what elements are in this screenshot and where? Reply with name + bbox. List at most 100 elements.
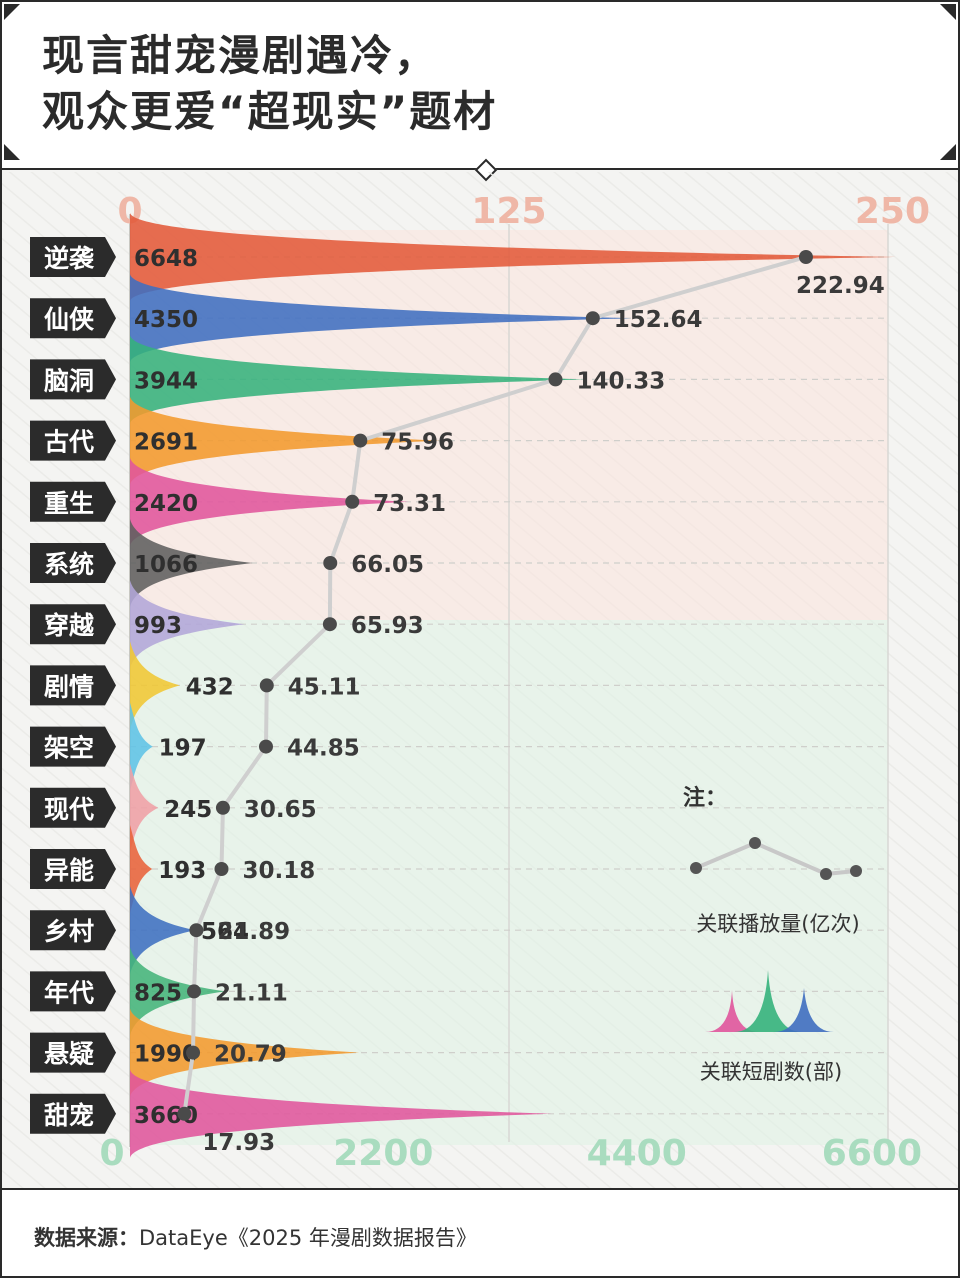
data-source: 数据来源：DataEye《2025 年漫剧数据报告》: [34, 1222, 477, 1252]
count-value-label: 2420: [134, 491, 198, 517]
genre-label: 异能: [44, 856, 94, 885]
legend-line-point: [690, 862, 702, 874]
views-point: [214, 862, 229, 876]
views-point: [187, 984, 202, 999]
legend-line-point: [820, 868, 832, 880]
genre-label: 穿越: [44, 611, 95, 640]
views-point: [323, 556, 338, 570]
views-value-label: 73.31: [373, 491, 446, 517]
legend-area-sample-green: [734, 970, 802, 1032]
genre-row: 乡村 564: [30, 886, 249, 975]
bottom-axis-tick-label: 6600: [822, 1133, 922, 1174]
genre-label: 乡村: [44, 917, 94, 946]
genre-row: 架空 197: [30, 702, 207, 791]
genre-label-badge: [30, 420, 116, 461]
genre-row: 异能 193: [30, 825, 206, 913]
genre-label-badge: [30, 665, 116, 706]
genre-label: 仙侠: [44, 305, 95, 334]
genre-label: 现代: [44, 795, 94, 824]
title-line-1: 现言甜宠漫剧遇冷，: [42, 31, 439, 80]
count-value-label: 245: [164, 797, 212, 823]
count-spike: [130, 519, 253, 607]
count-value-label: 197: [159, 736, 207, 762]
views-value-label: 65.93: [351, 613, 424, 639]
count-spike: [130, 457, 409, 546]
genre-row: 脑洞 3944: [30, 335, 585, 424]
genre-label: 悬疑: [44, 1040, 94, 1069]
views-value-label: 222.94: [796, 273, 885, 299]
views-value-label: 20.79: [214, 1042, 287, 1068]
corner-decoration: [4, 144, 20, 160]
count-spike: [130, 335, 585, 424]
views-value-label: 44.85: [287, 736, 360, 762]
count-spike: [130, 580, 245, 669]
views-point: [189, 923, 204, 938]
legend-area-sample-pink: [705, 990, 759, 1032]
count-value-label: 564: [201, 919, 249, 945]
count-value-label: 825: [134, 980, 182, 1006]
genre-row: 剧情 432: [30, 641, 234, 730]
genre-label: 剧情: [44, 672, 94, 701]
genre-label-badge: [30, 849, 116, 889]
count-spike: [130, 274, 631, 363]
genre-rows: 逆袭 6648 仙侠 4350 脑洞 3944 古代 2691 重生 2420 系统 1066 穿越 99…: [30, 213, 896, 1158]
legend-area-sample-blue: [774, 988, 834, 1032]
count-value-label: 3944: [134, 368, 198, 394]
count-value-label: 432: [186, 674, 234, 700]
views-value-label: 66.05: [351, 552, 424, 578]
genre-row: 年代 825: [30, 947, 225, 1036]
count-spike: [130, 213, 896, 301]
views-point: [215, 800, 230, 815]
views-line-series: 222.94 152.64 140.33 75.96 73.31 66.05 65.93 45…: [177, 250, 885, 1156]
genre-label-badge: [30, 237, 116, 277]
views-value-label: 21.89: [217, 919, 290, 945]
genre-row: 重生 2420: [30, 457, 409, 546]
genre-label: 架空: [44, 734, 94, 763]
genre-row: 逆袭 6648: [30, 213, 896, 301]
genre-label-badge: [30, 604, 116, 645]
views-value-label: 21.11: [215, 980, 288, 1006]
genre-label-badge: [30, 971, 116, 1012]
genre-label: 重生: [44, 489, 94, 518]
genre-row: 仙侠 4350: [30, 274, 631, 363]
views-point: [345, 494, 360, 509]
views-point: [353, 433, 368, 448]
count-spike: [130, 1069, 552, 1158]
views-value-label: 30.18: [243, 858, 316, 884]
genre-label: 脑洞: [44, 366, 94, 395]
genre-row: 现代 245: [30, 763, 212, 852]
views-point: [798, 250, 813, 264]
views-point: [548, 372, 563, 387]
legend-heading: 注：: [683, 785, 727, 811]
footer: 数据来源：DataEye《2025 年漫剧数据报告》: [2, 1188, 958, 1276]
bottom-axis-tick-label: 0: [99, 1133, 124, 1174]
genre-label-badge: [30, 726, 116, 767]
views-value-label: 30.65: [244, 797, 317, 823]
genre-label-badge: [30, 543, 116, 583]
page-title: 现言甜宠漫剧遇冷， 观众更爱“超现实”题材: [42, 28, 497, 140]
views-point: [186, 1045, 201, 1060]
count-spike: [130, 396, 440, 485]
genre-label-badge: [30, 481, 116, 522]
corner-decoration: [4, 4, 20, 20]
genre-label-badge: [30, 359, 116, 400]
count-spike: [130, 947, 225, 1036]
title-box: 现言甜宠漫剧遇冷， 观众更爱“超现实”题材: [2, 2, 958, 170]
source-text: DataEye《2025 年漫剧数据报告》: [139, 1226, 477, 1250]
count-value-label: 4350: [134, 307, 198, 333]
views-value-label: 140.33: [576, 368, 665, 394]
count-value-label: 993: [134, 613, 182, 639]
bottom-axis-tick-label: 2200: [333, 1133, 433, 1174]
genre-label: 甜宠: [44, 1101, 94, 1130]
legend-line-label: 关联播放量(亿次): [696, 912, 859, 936]
genre-label: 年代: [44, 978, 94, 1007]
title-line-2: 观众更爱“超现实”题材: [42, 87, 498, 136]
legend-line-sample: [695, 840, 857, 877]
views-point: [322, 617, 337, 632]
count-value-label: 2691: [134, 430, 198, 456]
genre-label-badge: [30, 787, 116, 828]
source-label: 数据来源：: [34, 1226, 139, 1250]
count-spike: [130, 702, 153, 791]
count-spike: [130, 886, 195, 975]
